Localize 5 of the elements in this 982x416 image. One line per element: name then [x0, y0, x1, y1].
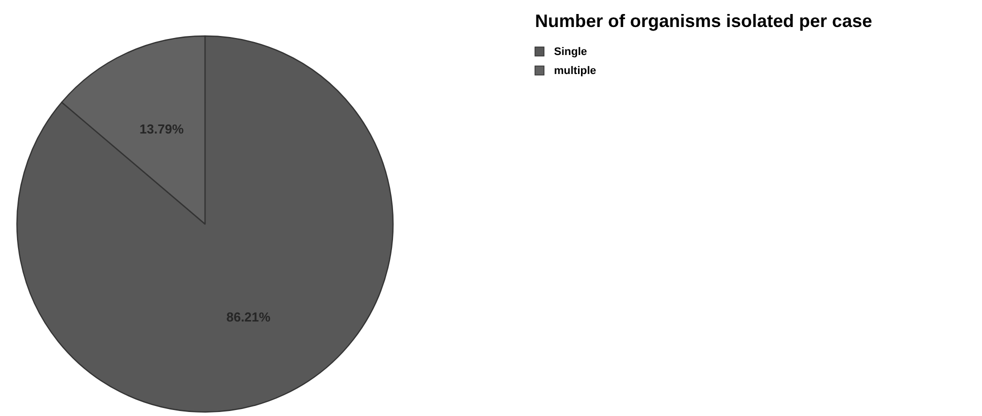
pie-slice — [16, 35, 394, 412]
legend-label: multiple — [554, 64, 596, 77]
text: Number of organisms isolated per case — [535, 11, 872, 31]
legend-label: Single — [554, 46, 588, 58]
data-label: 13.79% — [140, 122, 184, 137]
